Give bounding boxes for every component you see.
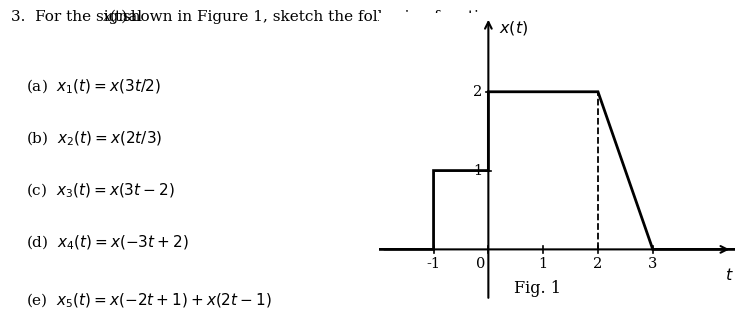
Text: 1: 1 bbox=[473, 164, 482, 178]
Text: (e)  $x_5(t) = x(-2t+1)+x(2t-1)$: (e) $x_5(t) = x(-2t+1)+x(2t-1)$ bbox=[26, 292, 272, 310]
Text: 2: 2 bbox=[473, 85, 482, 99]
Text: -1: -1 bbox=[427, 257, 440, 271]
Text: $t$: $t$ bbox=[725, 267, 734, 284]
Text: (b)  $x_2(t) = x(2t/3)$: (b) $x_2(t) = x(2t/3)$ bbox=[26, 130, 163, 148]
Text: (t): (t) bbox=[110, 10, 128, 24]
Text: shown in Figure 1, sketch the following functions.: shown in Figure 1, sketch the following … bbox=[118, 10, 511, 24]
Text: 2: 2 bbox=[593, 257, 602, 271]
Text: $x(t)$: $x(t)$ bbox=[500, 19, 529, 37]
Text: 3.  For the signal: 3. For the signal bbox=[11, 10, 147, 24]
Text: Fig. 1: Fig. 1 bbox=[514, 280, 561, 297]
Text: x: x bbox=[104, 10, 112, 24]
Text: 1: 1 bbox=[538, 257, 548, 271]
Text: 3: 3 bbox=[648, 257, 658, 271]
Text: (c)  $x_3(t) = x(3t-2)$: (c) $x_3(t) = x(3t-2)$ bbox=[26, 181, 175, 200]
Text: (a)  $x_1(t) = x(3t/2)$: (a) $x_1(t) = x(3t/2)$ bbox=[26, 78, 161, 96]
Text: 0: 0 bbox=[476, 257, 486, 271]
Text: (d)  $x_4(t) = x(-3t+2)$: (d) $x_4(t) = x(-3t+2)$ bbox=[26, 233, 189, 252]
